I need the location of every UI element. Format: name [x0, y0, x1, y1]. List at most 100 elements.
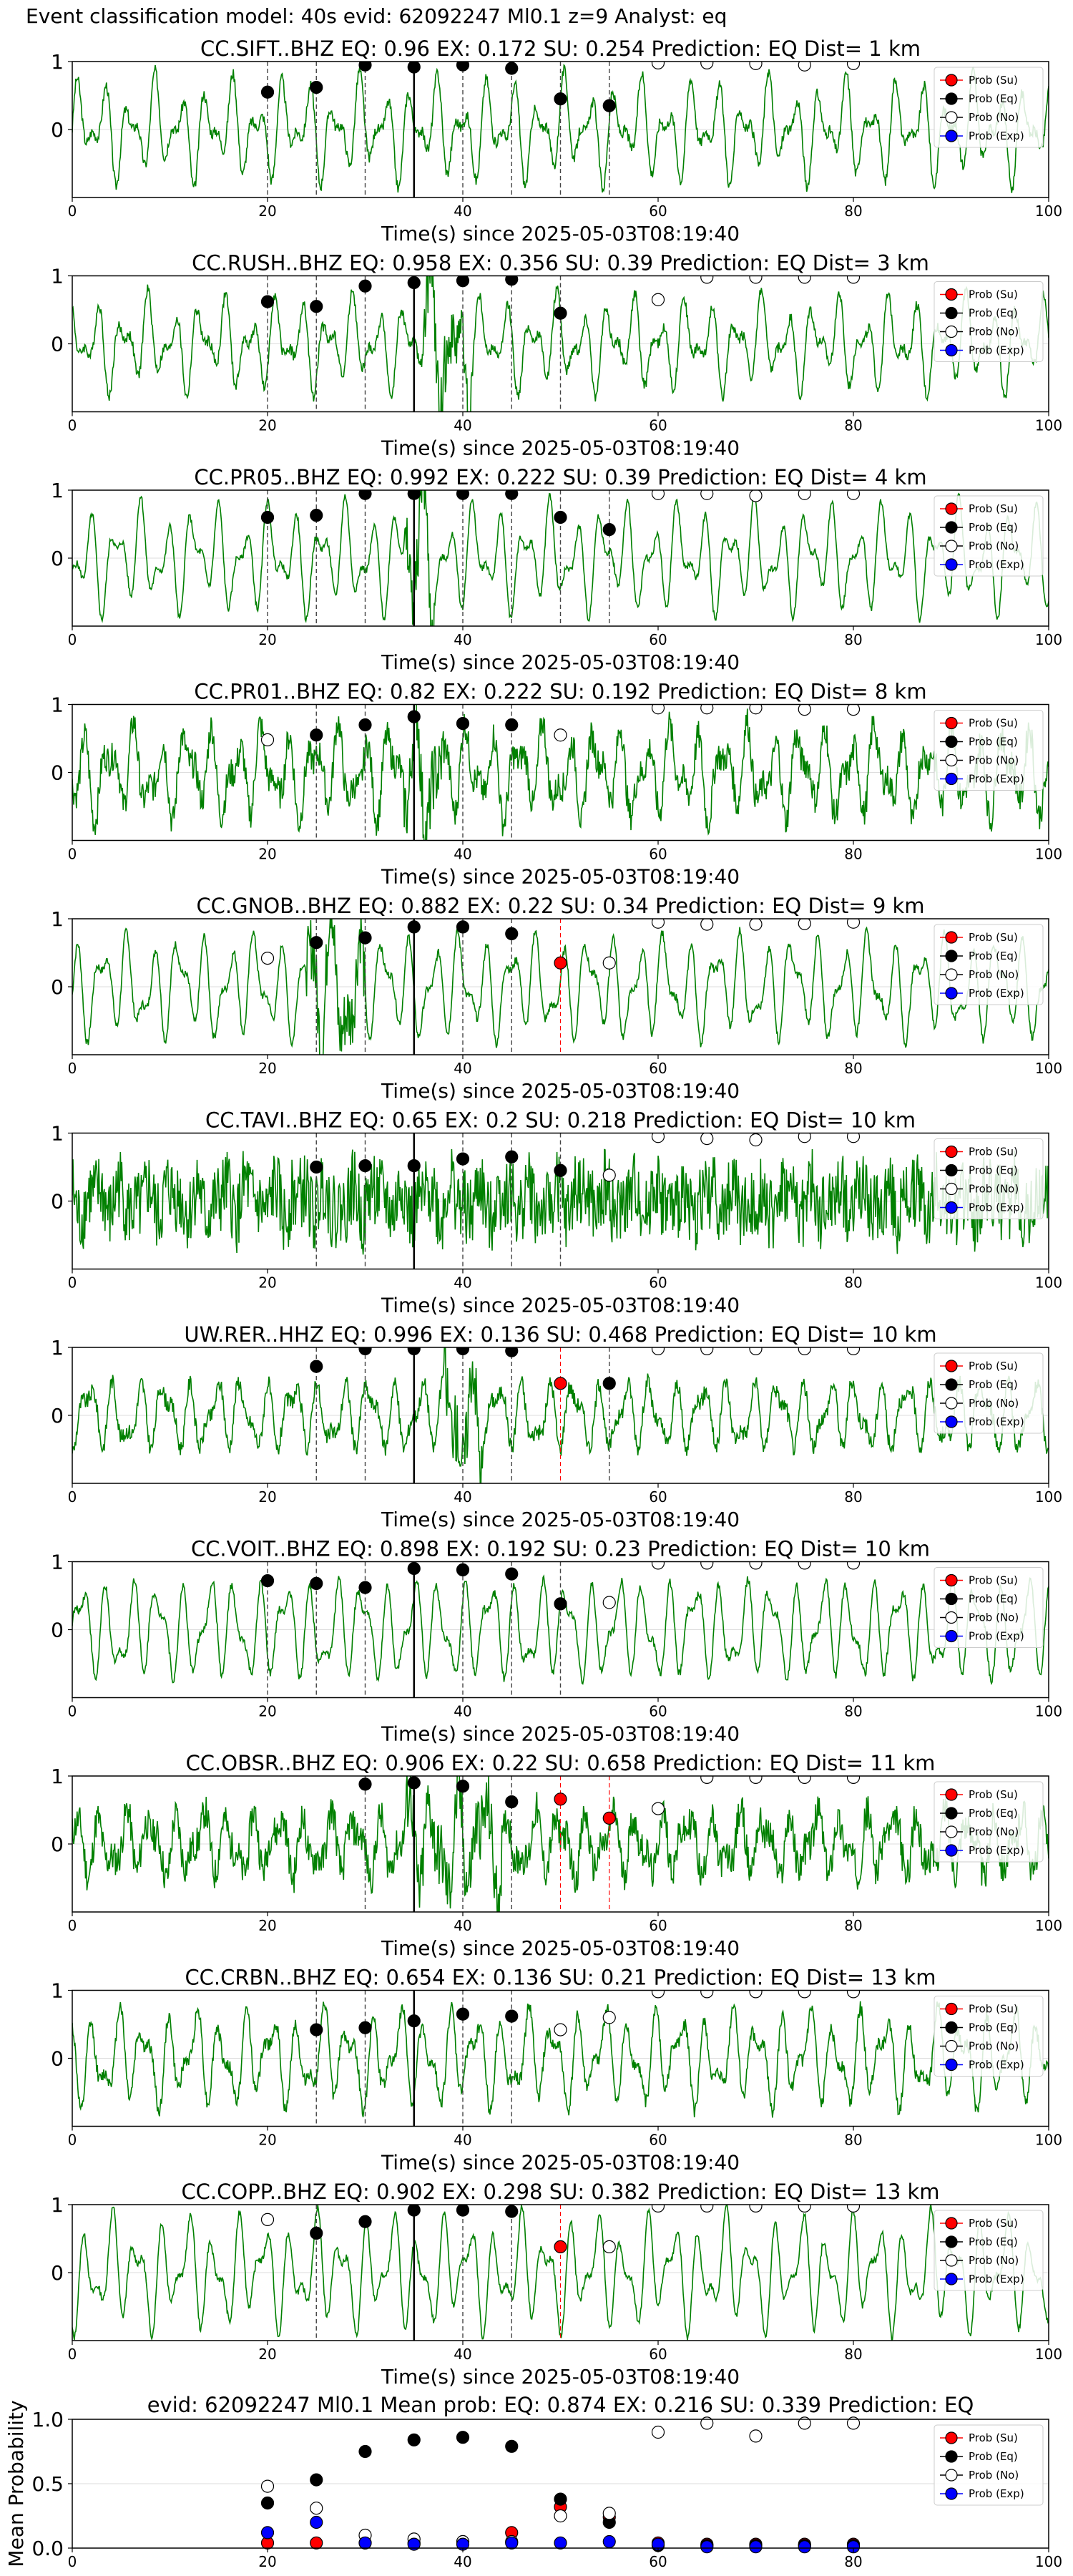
- legend-label: Prob (Su): [969, 1574, 1018, 1587]
- x-tick-label: 100: [1035, 203, 1062, 220]
- axes-frame: [72, 2419, 1049, 2549]
- mean-prob-point: [310, 2473, 323, 2487]
- x-tick-label: 80: [844, 631, 862, 648]
- x-tick-label: 40: [454, 2132, 471, 2149]
- x-tick-label: 60: [649, 1488, 667, 1506]
- x-tick-label: 100: [1035, 1703, 1062, 1720]
- x-axis-label: Time(s) since 2025-05-03T08:19:40: [381, 436, 740, 460]
- x-tick-label: 60: [649, 1274, 667, 1292]
- prob-marker: [749, 919, 763, 931]
- x-tick-label: 20: [258, 1917, 276, 1934]
- mean-prob-point: [310, 2502, 323, 2515]
- x-tick-label: 100: [1035, 417, 1062, 434]
- legend-marker: [945, 111, 958, 124]
- x-axis-label: Time(s) since 2025-05-03T08:19:40: [381, 865, 740, 889]
- legend-marker: [945, 2431, 958, 2444]
- prob-marker: [505, 1150, 519, 1163]
- mean-prob-point: [846, 2540, 861, 2554]
- legend-label: Prob (Su): [969, 717, 1018, 730]
- legend-label: Prob (Exp): [969, 558, 1024, 571]
- prob-marker: [700, 1561, 714, 1570]
- prob-marker: [407, 920, 421, 934]
- legend-label: Prob (Exp): [969, 2273, 1024, 2285]
- x-tick-label: 20: [258, 203, 276, 220]
- prob-marker: [310, 1160, 323, 1174]
- legend-label: Prob (Eq): [969, 2235, 1018, 2248]
- x-axis-label: Time(s) since 2025-05-03T08:19:40: [381, 1936, 740, 1960]
- legend-label: Prob (No): [969, 540, 1019, 552]
- prob-marker: [358, 490, 372, 500]
- panel-title: CC.CRBN..BHZ EQ: 0.654 EX: 0.136 SU: 0.2…: [185, 1966, 936, 1990]
- legend-marker: [945, 950, 958, 962]
- legend-label: Prob (Su): [969, 1360, 1018, 1372]
- prob-marker: [846, 275, 861, 284]
- x-tick-label: 60: [649, 1703, 667, 1720]
- prob-marker: [554, 92, 567, 106]
- legend-label: Prob (No): [969, 2254, 1019, 2267]
- x-tick-label: 80: [844, 846, 862, 863]
- mean-probability-panel: evid: 62092247 Ml0.1 Mean prob: EQ: 0.87…: [4, 2393, 1062, 2570]
- x-tick-label: 60: [649, 2132, 667, 2149]
- prob-marker: [749, 1133, 763, 1147]
- prob-marker: [358, 718, 372, 732]
- prob-marker: [846, 490, 861, 500]
- panel-title: CC.PR05..BHZ EQ: 0.992 EX: 0.222 SU: 0.3…: [194, 465, 926, 489]
- legend-marker: [945, 2002, 958, 2016]
- prob-marker: [554, 1597, 567, 1611]
- mean-prob-point: [407, 2537, 421, 2551]
- prob-marker: [798, 1990, 811, 1999]
- x-tick-label: 40: [454, 2346, 471, 2363]
- legend-marker: [945, 1163, 958, 1177]
- mean-prob-point: [456, 2431, 470, 2444]
- prob-marker: [407, 275, 421, 290]
- legend-marker: [945, 2273, 958, 2285]
- prob-marker: [554, 510, 567, 525]
- prob-marker: [700, 919, 714, 931]
- mean-prob-point: [505, 2439, 519, 2453]
- prob-marker: [700, 1133, 714, 1146]
- mean-prob-point: [358, 2536, 372, 2550]
- x-tick-label: 20: [258, 417, 276, 434]
- legend-marker: [945, 92, 958, 105]
- prob-marker: [407, 2205, 421, 2217]
- legend-marker: [945, 987, 958, 1000]
- prob-marker: [602, 956, 616, 970]
- prob-marker: [602, 2240, 616, 2253]
- prob-marker: [310, 80, 323, 94]
- legend-marker: [945, 1201, 958, 1214]
- prob-marker: [407, 490, 421, 500]
- y-tick-label: 0: [51, 1619, 64, 1642]
- legend-marker: [945, 2058, 958, 2072]
- waveform-panel-1: CC.SIFT..BHZ EQ: 0.96 EX: 0.172 SU: 0.25…: [51, 36, 1062, 245]
- y-tick-label: 0: [51, 2261, 64, 2285]
- legend-label: Prob (Su): [969, 288, 1018, 301]
- prob-marker: [456, 275, 470, 288]
- prob-marker: [505, 2009, 519, 2023]
- x-tick-label: 0: [68, 1917, 77, 1934]
- waveform-trace: [72, 919, 1049, 1055]
- prob-marker: [310, 1576, 323, 1590]
- prob-marker: [310, 728, 323, 742]
- prob-marker: [358, 62, 372, 72]
- x-tick-label: 100: [1035, 2346, 1062, 2363]
- prob-marker: [749, 1561, 763, 1570]
- x-tick-label: 0: [68, 631, 77, 648]
- prob-marker: [456, 1780, 470, 1793]
- prob-marker: [456, 920, 470, 934]
- legend-label: Prob (No): [969, 1825, 1019, 1838]
- x-tick-label: 40: [454, 846, 471, 863]
- prob-marker: [260, 733, 275, 747]
- waveform-panel-8: CC.VOIT..BHZ EQ: 0.898 EX: 0.192 SU: 0.2…: [51, 1537, 1062, 1746]
- legend-label: Prob (No): [969, 1183, 1019, 1196]
- prob-marker: [554, 1377, 567, 1390]
- legend-marker: [945, 1182, 958, 1196]
- x-tick-label: 0: [68, 203, 77, 220]
- x-tick-label: 100: [1035, 1917, 1062, 1934]
- prob-marker: [798, 62, 811, 72]
- legend-marker: [945, 1807, 958, 1820]
- waveform-panel-5: CC.GNOB..BHZ EQ: 0.882 EX: 0.22 SU: 0.34…: [51, 894, 1062, 1103]
- prob-marker: [651, 1802, 665, 1815]
- prob-marker: [505, 718, 519, 732]
- legend-marker: [945, 521, 958, 534]
- prob-marker: [798, 1133, 811, 1143]
